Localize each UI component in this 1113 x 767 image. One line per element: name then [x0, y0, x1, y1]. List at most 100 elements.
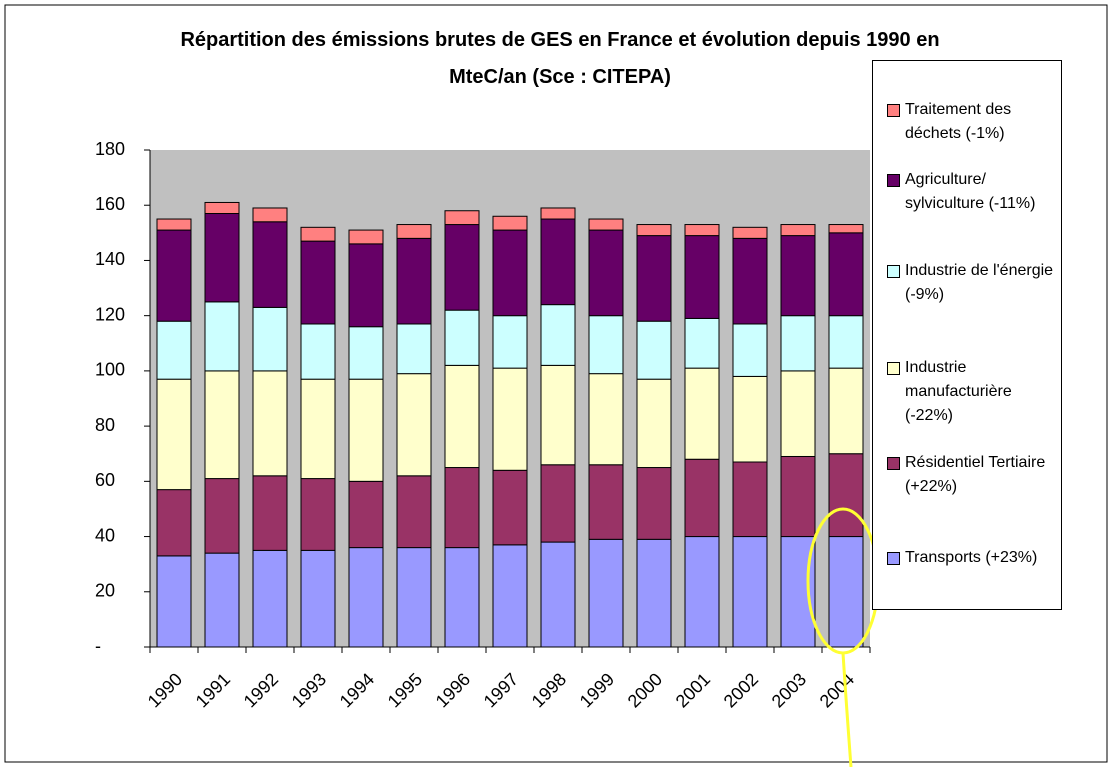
bar-segment [396, 323, 432, 375]
bar-segment [828, 224, 864, 234]
y-tick-label: 180 [95, 139, 125, 159]
x-tick-label: 2000 [624, 669, 666, 711]
y-tick-label: - [95, 636, 101, 656]
bar-segment [780, 455, 816, 538]
bar-segment [396, 475, 432, 549]
bar-segment [348, 243, 384, 328]
y-tick-label: 20 [95, 581, 115, 601]
x-tick-label: 1994 [336, 669, 378, 711]
legend-swatch [887, 552, 900, 565]
bar-segment [636, 538, 672, 648]
x-tick-label: 1990 [144, 669, 186, 711]
bar-segment [396, 237, 432, 325]
x-tick-label: 2001 [672, 669, 714, 711]
y-tick-label: 80 [95, 415, 115, 435]
legend-swatch [887, 265, 900, 278]
bar-segment [684, 235, 720, 319]
bar-segment [588, 218, 624, 231]
legend-label: Agriculture/ sylviculture (-11%) [905, 171, 1036, 212]
x-tick-label: 2003 [768, 669, 810, 711]
bar-segment [780, 235, 816, 317]
bar-segment [684, 317, 720, 369]
bar-segment [156, 218, 192, 231]
y-tick-label: 100 [95, 360, 125, 380]
x-tick-label: 1993 [288, 669, 330, 711]
bar-segment [300, 478, 336, 551]
bar-segment [252, 370, 288, 477]
bar-segment [492, 544, 528, 648]
legend-item: Résidentiel Tertiaire (+22%) [887, 451, 1057, 499]
bar-segment [156, 229, 192, 322]
bar-segment [396, 373, 432, 477]
bar-segment [156, 555, 192, 648]
bar-segment [252, 207, 288, 223]
y-tick-label: 60 [95, 470, 115, 490]
x-tick-label: 1999 [576, 669, 618, 711]
x-tick-label: 1996 [432, 669, 474, 711]
bar-segment [300, 378, 336, 480]
bar-segment [588, 464, 624, 540]
bar-segment [300, 323, 336, 380]
chart-border [4, 4, 1108, 763]
bar-segment [348, 229, 384, 245]
y-tick-label: 160 [95, 194, 125, 214]
bar-segment [588, 373, 624, 466]
bar-segment [156, 489, 192, 557]
bar-segment [828, 315, 864, 369]
bar-segment [540, 364, 576, 466]
bar-segment [540, 207, 576, 220]
bar-segment [828, 453, 864, 538]
bar-segment [732, 461, 768, 538]
legend-item: Industrie manufacturière (-22%) [887, 356, 1057, 428]
legend-item: Transports (+23%) [887, 546, 1057, 570]
legend-label: Transports (+23%) [905, 549, 1038, 566]
bar-segment [444, 309, 480, 366]
x-tick-label: 1991 [192, 669, 234, 711]
bar-segment [444, 364, 480, 469]
bar-segment [444, 467, 480, 549]
bar-segment [780, 315, 816, 372]
bar-segment [636, 320, 672, 380]
bar-segment [636, 224, 672, 237]
legend-label: Résidentiel Tertiaire (+22%) [905, 454, 1046, 495]
chart-title: Répartition des émissions brutes de GES … [180, 29, 940, 88]
bar-segment [540, 541, 576, 648]
legend-swatch [887, 104, 900, 117]
legend-item: Traitement des déchets (-1%) [887, 98, 1057, 146]
bar-segment [828, 232, 864, 317]
bar-segment [444, 547, 480, 648]
bar-segment [492, 315, 528, 369]
bar-segment [300, 226, 336, 242]
legend-swatch [887, 457, 900, 470]
bar-segment [252, 549, 288, 648]
bar-segment [636, 467, 672, 540]
bar-segment [732, 323, 768, 377]
bar-segment [684, 458, 720, 538]
bar-segment [252, 221, 288, 308]
bar-segment [348, 326, 384, 380]
y-tick-label: 40 [95, 525, 115, 545]
bar-segment [300, 240, 336, 325]
x-tick-label: 1992 [240, 669, 282, 711]
plot: - 20 40 60 80 100 120 140 160 180 1990 1991 1992 1993… [95, 139, 871, 712]
bar-segment [492, 469, 528, 546]
bar-segment [828, 536, 864, 648]
bar-segment [252, 306, 288, 372]
x-tick-label: 2004 [816, 669, 858, 711]
bar-segment [588, 229, 624, 317]
bar-segment [684, 224, 720, 237]
legend: Traitement des déchets (-1%) Agriculture/… [872, 60, 1062, 610]
bar-segment [780, 370, 816, 457]
bar-segment [492, 215, 528, 231]
bar-segment [636, 235, 672, 322]
legend-item: Agriculture/ sylviculture (-11%) [887, 168, 1057, 216]
bar-segment [732, 226, 768, 239]
bar-segment [540, 464, 576, 543]
bar-segment [492, 367, 528, 471]
y-tick-label: 120 [95, 304, 125, 324]
bar-segment [684, 536, 720, 648]
bar-segment [348, 480, 384, 549]
bar-segment [732, 536, 768, 648]
